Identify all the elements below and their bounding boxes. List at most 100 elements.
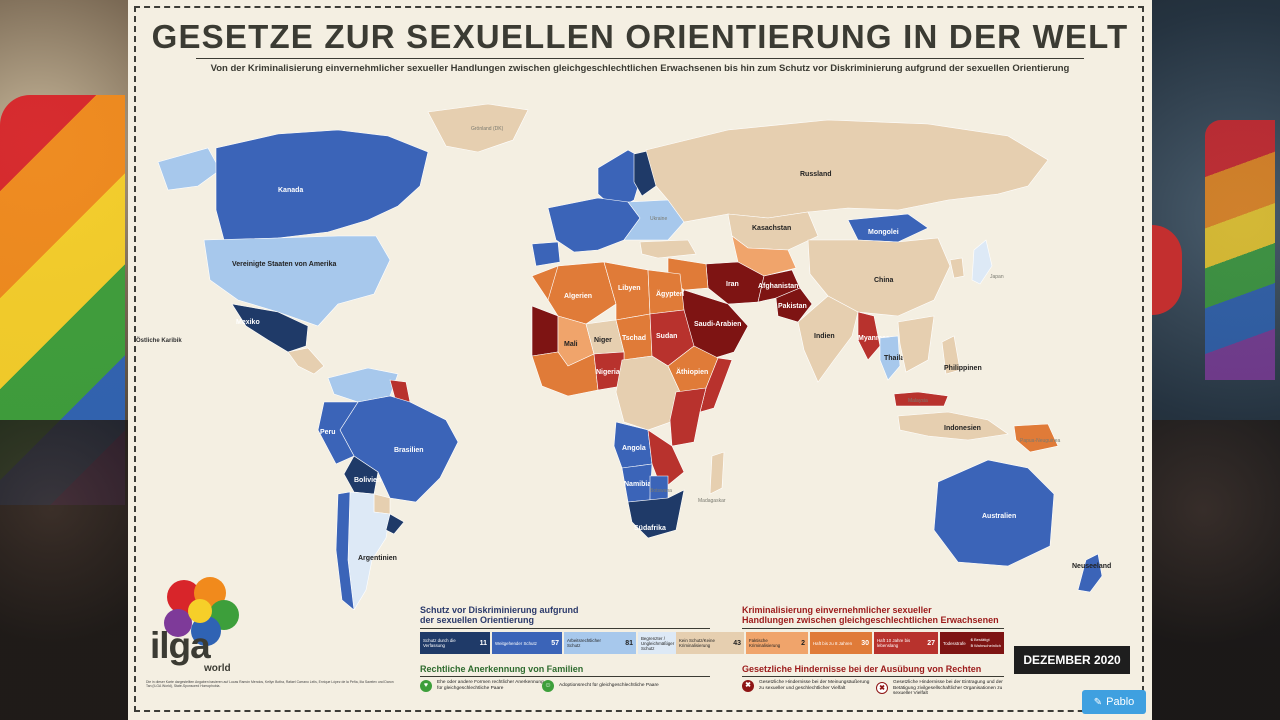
country-paraguay — [373, 493, 391, 515]
legend-barrier-organizations: ✖ Gesetzliche Hindernisse bei der Eintra… — [876, 680, 1008, 697]
label-chad: Tschad — [622, 335, 646, 342]
legend-protection-heading: Schutz vor Diskriminierung aufgrund der … — [420, 605, 579, 625]
legend-criminalization-heading-line1: Kriminalisierung einvernehmlicher sexuel… — [742, 605, 932, 615]
label-namibia: Namibia — [624, 481, 651, 488]
label-madagascar: Madagaskar — [698, 498, 726, 504]
legend-death-penalty-counts: 6 Bestätigt 5 Wahrscheinlich — [971, 637, 1001, 649]
label-kazakhstan: Kasachstan — [752, 225, 791, 232]
label-india: Indien — [814, 333, 835, 340]
country-india — [797, 295, 859, 383]
label-pakistan: Pakistan — [778, 303, 807, 310]
legend-barriers-heading: Gesetzliche Hindernisse bei der Ausübung… — [742, 664, 982, 674]
label-new-zealand: Neuseeland — [1072, 563, 1111, 570]
label-mexico: Mexiko — [236, 319, 260, 326]
label-south-africa: Südafrika — [634, 525, 666, 532]
legend-criminalization-heading: Kriminalisierung einvernehmlicher sexuel… — [742, 605, 999, 625]
road-sign — [1152, 225, 1182, 315]
country-south-africa — [627, 489, 685, 539]
legend-no-protection: Kein Schutz/Keine Kriminalisierung 43 — [676, 632, 744, 654]
label-iran: Iran — [726, 281, 739, 288]
legend-protection-heading-line2: der sexuellen Orientierung — [420, 615, 535, 625]
crowd-left — [0, 420, 128, 720]
legend-barrier-expression: ✖ Gesetzliche Hindernisse bei der Meinun… — [742, 680, 870, 692]
label-indonesia: Indonesien — [944, 425, 981, 432]
country-turkey — [639, 239, 697, 259]
country-usa — [203, 235, 391, 327]
region-western-europe — [547, 197, 641, 253]
label-bolivia: Bolivien — [354, 477, 381, 484]
title-rule — [196, 58, 1084, 59]
pablo-button-label: Pablo — [1106, 696, 1135, 708]
label-mongolia: Mongolei — [868, 229, 899, 236]
label-thailand: Thailand — [884, 355, 913, 362]
label-libya: Libyen — [618, 285, 641, 292]
label-egypt: Ägypten — [656, 290, 684, 298]
country-myanmar — [857, 311, 881, 361]
date-badge: DEZEMBER 2020 — [1014, 646, 1130, 674]
caribbean-inset-title: Östliche Karibik — [136, 338, 182, 344]
rainbow-flag-right — [1205, 120, 1275, 380]
country-korea — [949, 257, 965, 279]
legend-protection-heading-line1: Schutz vor Diskriminierung aufgrund — [420, 605, 579, 615]
label-greenland: Grönland (DK) — [471, 126, 504, 132]
death-penalty-confirmed: 6 Bestätigt — [970, 637, 990, 642]
legend-protection-rule — [420, 628, 710, 629]
country-uruguay — [385, 513, 405, 535]
label-brazil: Brasilien — [394, 447, 424, 454]
label-peru: Peru — [320, 429, 336, 436]
country-mauritania — [531, 305, 559, 357]
legend-family-heading: Rechtliche Anerkennung von Familien — [420, 664, 584, 674]
country-new-zealand — [1077, 553, 1103, 593]
region-southern-africa — [647, 429, 685, 491]
label-japan: Japan — [990, 274, 1004, 280]
label-afghanistan: Afghanistan — [758, 283, 798, 290]
page-subtitle: Von der Kriminalisierung einvernehmliche… — [210, 63, 1070, 74]
legend-barriers-rule — [742, 676, 1004, 677]
label-usa: Vereinigte Staaten von Amerika — [232, 261, 336, 268]
country-australia — [933, 459, 1055, 567]
label-ethiopia: Äthiopien — [676, 368, 708, 376]
label-mali: Mali — [564, 341, 578, 348]
label-saudi-arabia: Saudi-Arabien — [694, 321, 741, 328]
country-iberia — [531, 241, 561, 267]
family-icon: ☺ — [542, 680, 554, 692]
label-china: China — [874, 277, 894, 284]
legend-family-marriage: ♥ Ehe oder andere Formen rechtlicher Ane… — [420, 680, 550, 692]
legend-const-protection: Schutz durch die Verfassung 11 — [420, 632, 490, 654]
legend-family-rule — [420, 676, 710, 677]
label-philippines: Philippinen — [944, 365, 982, 372]
label-australia: Australien — [982, 513, 1016, 520]
legend-broad-protection: Weitgehender Schutz 57 — [492, 632, 562, 654]
legend-family-adoption: ☺ Adoptionsrecht für gleichgeschlechtlic… — [542, 680, 662, 692]
label-argentina: Argentinien — [358, 555, 397, 562]
pablo-button[interactable]: ✎ Pablo — [1082, 690, 1146, 714]
region-east-africa — [669, 387, 707, 447]
label-algeria: Algerien — [564, 293, 592, 300]
page-title: GESETZE ZUR SEXUELLEN ORIENTIERUNG IN DE… — [151, 18, 1129, 55]
background-photo-left — [0, 0, 128, 720]
poster: GESETZE ZUR SEXUELLEN ORIENTIERUNG IN DE… — [128, 0, 1152, 720]
label-angola: Angola — [622, 445, 646, 452]
legend-criminalization-heading-line2: Handlungen zwischen gleichgeschlechtlich… — [742, 615, 999, 625]
background-photo-right — [1152, 0, 1280, 720]
legend-prison-life: Haft 10 Jahre bis lebenslang 27 — [874, 632, 938, 654]
country-chile — [335, 491, 355, 610]
label-botswana: Botswana — [650, 488, 672, 494]
country-china — [807, 237, 951, 317]
label-malaysia: Malaysia — [908, 398, 928, 404]
country-indonesia — [897, 411, 1009, 441]
label-niger: Niger — [594, 337, 612, 344]
legend-prison-8: Haft bis zu 8 Jahren 30 — [810, 632, 872, 654]
country-alaska — [157, 147, 221, 191]
pencil-icon: ✎ — [1093, 696, 1103, 708]
country-russia — [645, 119, 1049, 223]
label-russia: Russland — [800, 171, 832, 178]
ilga-logo-sub: world — [204, 663, 231, 674]
label-nigeria: Nigeria — [596, 369, 620, 376]
legend-employment-protection: Arbeitsrechtlicher Schutz 81 — [564, 632, 636, 654]
label-myanmar: Myanmar — [858, 335, 889, 342]
rings-icon: ♥ — [420, 680, 432, 692]
legend-criminalization-rule — [742, 628, 1004, 629]
country-pakistan — [775, 287, 813, 323]
region-southeast-asia — [897, 315, 935, 373]
